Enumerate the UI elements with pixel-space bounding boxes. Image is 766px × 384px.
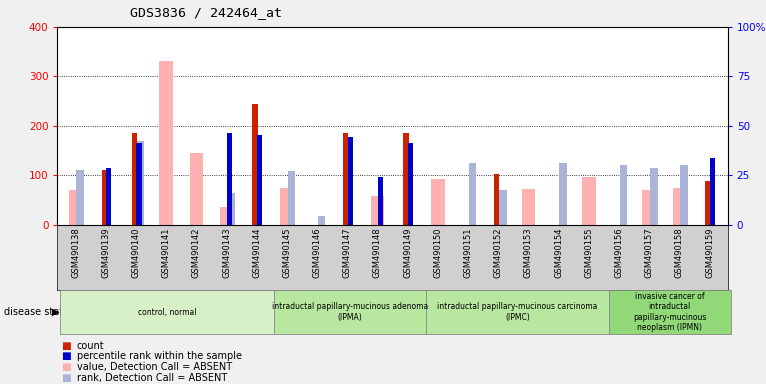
Text: intraductal papillary-mucinous adenoma
(IPMA): intraductal papillary-mucinous adenoma (… <box>272 302 428 322</box>
Bar <box>620 166 627 225</box>
Bar <box>220 207 234 225</box>
Text: rank, Detection Call = ABSENT: rank, Detection Call = ABSENT <box>77 373 227 383</box>
Bar <box>469 163 476 225</box>
Bar <box>650 168 657 225</box>
Bar <box>499 190 506 225</box>
Bar <box>710 158 715 225</box>
Text: ■: ■ <box>61 351 71 361</box>
Bar <box>673 187 686 225</box>
Bar <box>318 216 326 225</box>
Bar <box>404 133 409 225</box>
Text: percentile rank within the sample: percentile rank within the sample <box>77 351 241 361</box>
Text: ▶: ▶ <box>52 307 60 317</box>
Text: intraductal papillary-mucinous carcinoma
(IPMC): intraductal papillary-mucinous carcinoma… <box>437 302 597 322</box>
Text: value, Detection Call = ABSENT: value, Detection Call = ABSENT <box>77 362 232 372</box>
Text: ■: ■ <box>61 362 71 372</box>
Bar <box>643 190 656 225</box>
Bar <box>69 190 83 225</box>
Bar <box>257 135 263 225</box>
Bar <box>136 143 142 225</box>
Bar <box>227 133 232 225</box>
Bar <box>705 181 711 225</box>
Bar <box>280 187 293 225</box>
Bar <box>228 192 235 225</box>
Bar <box>582 177 596 225</box>
Bar <box>408 143 414 225</box>
Text: invasive cancer of
intraductal
papillary-mucinous
neoplasm (IPMN): invasive cancer of intraductal papillary… <box>633 292 706 332</box>
Bar <box>431 179 444 225</box>
Bar <box>102 170 107 225</box>
Bar <box>348 137 353 225</box>
Bar <box>522 189 535 225</box>
Text: control, normal: control, normal <box>138 308 196 316</box>
Bar <box>559 163 567 225</box>
Bar <box>136 141 144 225</box>
Bar <box>680 166 688 225</box>
Bar <box>371 196 385 225</box>
Bar <box>288 171 295 225</box>
Bar <box>77 170 83 225</box>
Bar <box>343 133 349 225</box>
Text: ■: ■ <box>61 373 71 383</box>
Text: count: count <box>77 341 104 351</box>
Bar <box>494 174 499 225</box>
Bar <box>189 153 203 225</box>
Bar <box>253 104 258 225</box>
Bar <box>132 133 137 225</box>
Text: ■: ■ <box>61 341 71 351</box>
Text: GDS3836 / 242464_at: GDS3836 / 242464_at <box>130 6 282 19</box>
Bar <box>159 61 173 225</box>
Bar <box>106 168 112 225</box>
Bar <box>378 177 383 225</box>
Text: disease state: disease state <box>4 307 69 317</box>
